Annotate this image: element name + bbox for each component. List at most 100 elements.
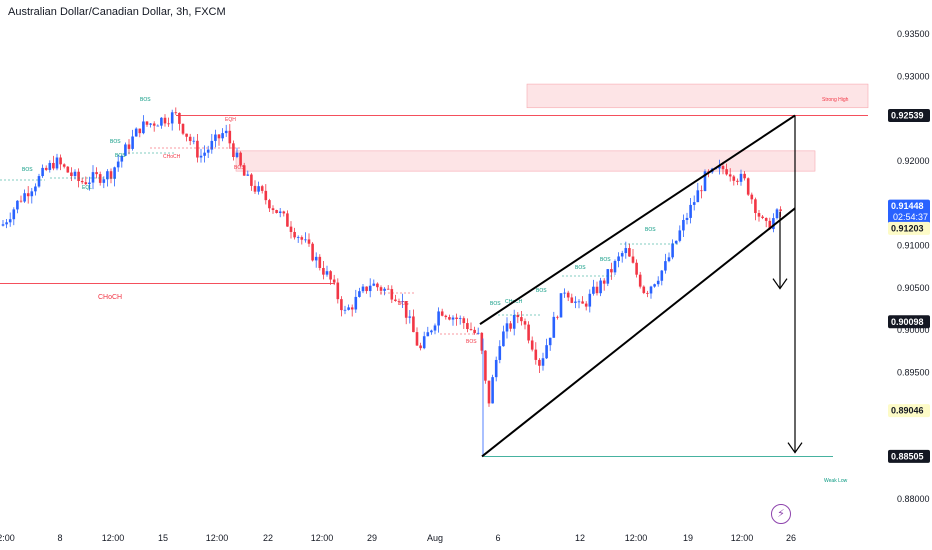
candle-body — [394, 299, 397, 302]
structure-label: BOS — [110, 139, 121, 145]
candle-body — [502, 331, 505, 347]
candle-body — [286, 213, 289, 227]
candle-body — [444, 315, 448, 318]
channel-upper-line[interactable] — [479, 114, 796, 325]
candle-body — [462, 318, 466, 324]
lightning-icon[interactable]: ⚡ — [771, 504, 791, 524]
price-tag-value: 0.89046 — [891, 406, 924, 416]
candle-body — [314, 256, 318, 261]
candle-body — [91, 172, 95, 183]
candle-body — [350, 307, 354, 310]
candle-body — [116, 161, 120, 168]
candle-body — [156, 125, 160, 127]
candle-body — [437, 311, 440, 326]
candle-body — [397, 301, 401, 302]
candle-body — [422, 336, 426, 349]
candle-body — [235, 152, 239, 158]
candle-body — [764, 217, 768, 221]
candle-body — [217, 134, 221, 139]
candle-body — [412, 316, 415, 333]
y-tick-label: 0.91000 — [897, 241, 930, 251]
candle-body — [473, 329, 476, 334]
candle-body — [365, 286, 368, 292]
structure-label: BOS — [600, 257, 611, 263]
candle-body — [667, 257, 671, 262]
structure-label: BOS — [22, 167, 33, 173]
countdown-timer: 02:54:37 — [893, 212, 928, 222]
structure-label: EQH — [225, 117, 236, 123]
structure-label: BOS — [115, 153, 126, 159]
price-tag — [888, 315, 930, 329]
candle-body — [505, 323, 509, 332]
candle-body — [239, 152, 242, 166]
candle-body — [55, 157, 59, 169]
y-tick-label: 0.88000 — [897, 494, 930, 504]
candle-body — [566, 292, 570, 298]
candle-body — [761, 216, 764, 218]
structure-label: BOS — [490, 301, 501, 307]
candle-body — [671, 243, 674, 258]
candle-body — [664, 261, 667, 271]
candle-body — [426, 332, 430, 337]
candle-body — [617, 256, 620, 262]
candle-body — [260, 186, 264, 191]
candle-body — [750, 194, 754, 200]
candle-body — [440, 311, 444, 316]
candle-body — [433, 325, 437, 331]
candle-body — [109, 171, 113, 179]
candle-body — [584, 303, 588, 307]
candle-body — [134, 128, 138, 137]
candle-body — [624, 248, 628, 254]
price-tag-value: 0.91448 — [891, 201, 924, 211]
candle-body — [530, 340, 534, 350]
candle-body — [390, 289, 394, 300]
x-tick-label: 12:00 — [102, 533, 125, 543]
candle-body — [512, 315, 516, 329]
candle-body — [354, 296, 358, 310]
candle-body — [401, 301, 404, 302]
channel-lower-line[interactable] — [481, 207, 796, 458]
candle-body — [106, 171, 109, 180]
candle-body — [552, 316, 556, 338]
candle-body — [570, 297, 574, 303]
candle-body — [253, 185, 257, 192]
candle-body — [588, 293, 592, 307]
candle-body — [80, 181, 84, 183]
candle-body — [34, 186, 37, 192]
x-tick-label: 15 — [158, 533, 168, 543]
candle-body — [635, 262, 638, 275]
candle-body — [12, 209, 16, 220]
candle-body — [386, 288, 390, 290]
candle-body — [743, 173, 746, 179]
candle-body — [430, 330, 433, 333]
candle-body — [656, 280, 660, 285]
candle-body — [95, 172, 98, 175]
candle-body — [26, 193, 30, 197]
candle-body — [682, 219, 685, 231]
y-tick-label: 0.92000 — [897, 156, 930, 166]
candle-body — [696, 190, 700, 203]
candle-body — [325, 271, 329, 275]
structure-label: EQL — [82, 185, 92, 191]
y-tick-label: 0.90500 — [897, 283, 930, 293]
x-tick-label: 12:00 — [206, 533, 229, 543]
candle-body — [599, 280, 602, 294]
candle-body — [178, 112, 181, 124]
candle-body — [606, 269, 610, 284]
structure-label: BOS — [575, 265, 586, 271]
candle-body — [631, 256, 635, 263]
projection-arrow-short-head — [772, 278, 788, 290]
candle-body — [559, 293, 563, 318]
candle-body — [66, 166, 70, 173]
candle-body — [556, 316, 559, 318]
price-tag — [888, 404, 930, 418]
candle-body — [275, 210, 278, 213]
candle-body — [30, 191, 34, 197]
candle-body — [620, 253, 624, 257]
candle-body — [152, 123, 156, 126]
candle-body — [268, 200, 271, 209]
candle-body — [336, 282, 340, 300]
candle-body — [131, 136, 134, 149]
candle-body — [210, 140, 214, 150]
